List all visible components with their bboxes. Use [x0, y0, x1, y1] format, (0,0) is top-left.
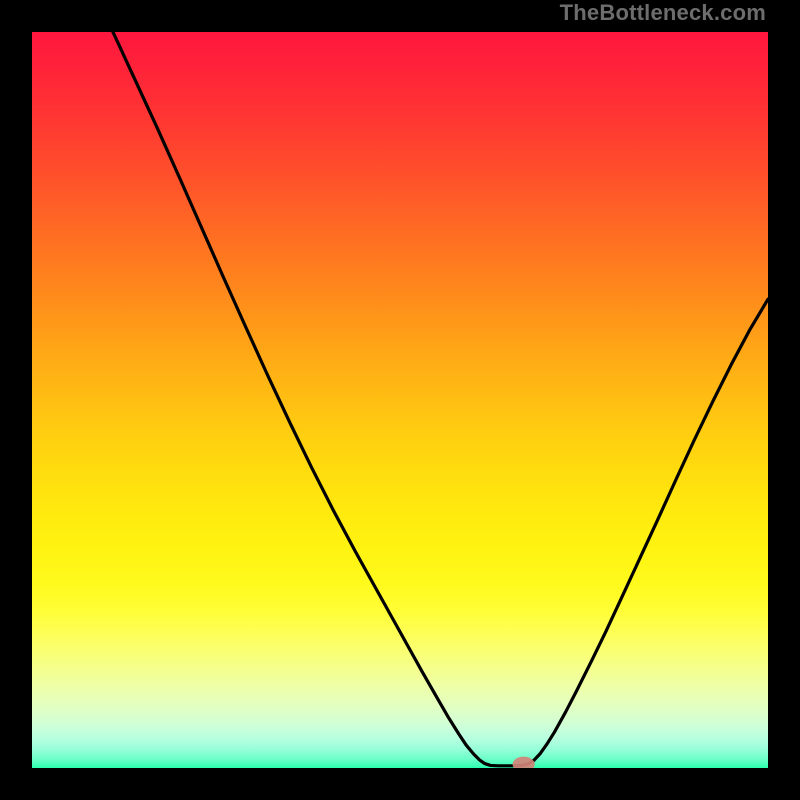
watermark-text: TheBottleneck.com — [560, 0, 766, 26]
chart-frame: TheBottleneck.com — [0, 0, 800, 800]
plot-svg — [32, 32, 768, 768]
plot-area — [32, 32, 768, 768]
gradient-background — [32, 32, 768, 768]
